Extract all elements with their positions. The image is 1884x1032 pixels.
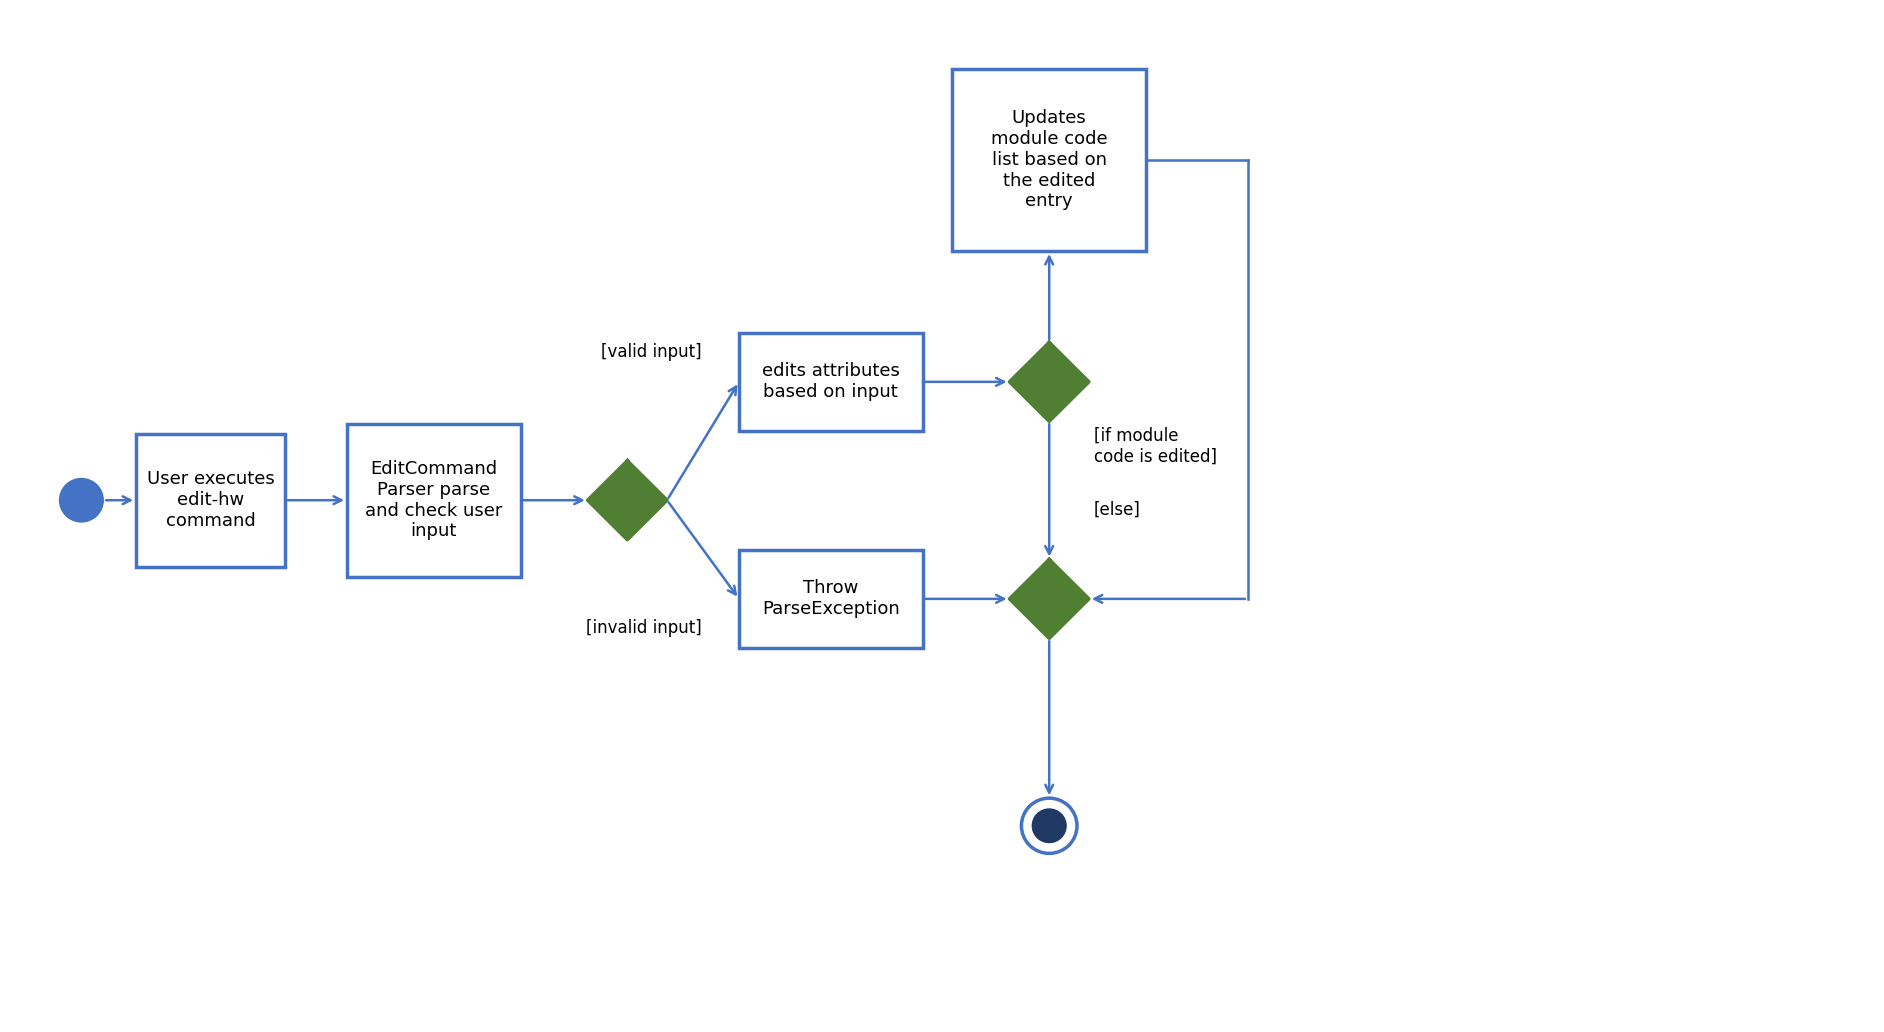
FancyBboxPatch shape: [739, 550, 923, 648]
Text: EditCommand
Parser parse
and check user
input: EditCommand Parser parse and check user …: [365, 460, 503, 541]
Polygon shape: [1010, 343, 1089, 421]
FancyBboxPatch shape: [953, 68, 1145, 251]
Text: edits attributes
based on input: edits attributes based on input: [761, 362, 901, 401]
Polygon shape: [588, 460, 667, 540]
Circle shape: [1021, 798, 1078, 853]
Text: Throw
ParseException: Throw ParseException: [761, 580, 901, 618]
Text: Updates
module code
list based on
the edited
entry: Updates module code list based on the ed…: [991, 109, 1108, 211]
Circle shape: [1032, 809, 1066, 842]
Text: User executes
edit-hw
command: User executes edit-hw command: [147, 471, 275, 530]
Circle shape: [60, 479, 104, 522]
FancyBboxPatch shape: [739, 332, 923, 431]
Polygon shape: [1010, 559, 1089, 639]
Text: [valid input]: [valid input]: [601, 344, 701, 361]
Text: [invalid input]: [invalid input]: [586, 619, 701, 638]
Text: [else]: [else]: [1095, 502, 1140, 519]
FancyBboxPatch shape: [347, 424, 520, 577]
FancyBboxPatch shape: [136, 433, 284, 567]
Text: [if module
code is edited]: [if module code is edited]: [1095, 426, 1217, 465]
